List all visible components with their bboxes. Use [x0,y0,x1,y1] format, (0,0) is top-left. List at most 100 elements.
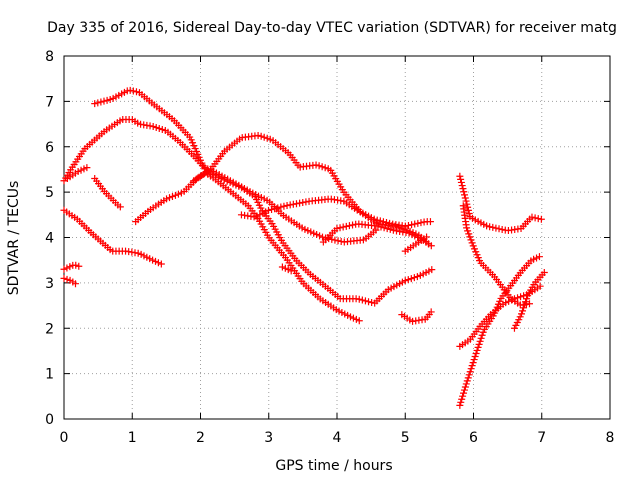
data-point [523,295,531,303]
data-point [374,222,382,230]
data-point [491,309,499,317]
series-s8 [132,131,432,248]
data-point [489,223,497,231]
data-point [331,236,339,244]
data-point [158,126,166,134]
data-point [75,262,83,270]
data-point [464,227,472,235]
data-point [461,191,469,199]
data-point [287,267,295,275]
data-point [71,280,79,288]
data-point [477,334,485,342]
series-s2 [63,164,91,183]
series-s6 [60,261,83,273]
data-point [473,251,481,259]
data-point [459,185,467,193]
data-point [260,133,268,141]
data-point [401,277,409,285]
series-s9 [190,168,436,307]
data-point [365,298,373,306]
data-point [97,98,105,106]
data-point [537,215,545,223]
x-tick-label: 2 [196,430,205,446]
data-point [472,349,480,357]
data-point [464,374,472,382]
data-point [116,203,124,211]
data-point [274,204,282,212]
y-tick-label: 7 [45,94,54,110]
data-point [457,398,465,406]
data-point [271,205,279,213]
series-s19 [510,268,548,332]
data-point [522,298,530,306]
data-point [427,308,435,316]
data-point [370,215,378,223]
data-point [459,392,467,400]
y-tick-label: 0 [45,412,54,428]
data-point [358,296,366,304]
data-point [386,219,394,227]
x-tick-label: 5 [401,430,410,446]
data-point [149,122,157,130]
series-s18 [456,253,543,409]
data-point [461,194,469,202]
data-point [466,233,474,241]
data-point [404,276,412,284]
data-point [342,222,350,230]
data-point [129,87,137,95]
data-point [456,401,464,409]
data-point [132,88,140,96]
series-s10 [237,195,434,230]
data-point [413,273,421,281]
data-point [458,182,466,190]
x-tick-label: 8 [606,430,615,446]
y-tick-label: 2 [45,321,54,337]
x-axis-label: GPS time / hours [275,458,392,474]
data-point [165,194,173,202]
y-tick-label: 1 [45,367,54,383]
data-point [72,261,80,269]
data-point [476,337,484,345]
data-point [463,377,471,385]
data-point [461,383,469,391]
data-point [163,195,171,203]
data-point [63,275,71,283]
data-point [458,395,466,403]
data-point [414,219,422,227]
data-point [462,380,470,388]
data-point [268,206,276,214]
data-point [518,310,526,318]
data-point [427,242,435,250]
data-point [460,389,468,397]
data-point [493,303,501,311]
data-point [457,178,465,186]
data-point [498,225,506,233]
data-point [404,221,412,229]
data-point [535,253,543,261]
series-s15 [456,172,545,235]
data-point [470,356,478,364]
data-point [401,222,409,230]
data-point [467,236,475,244]
series-s17 [456,282,544,350]
data-point [423,233,431,241]
data-point [410,274,418,282]
data-point [408,221,416,229]
data-point [402,229,410,237]
data-point [333,224,341,232]
series-s1 [60,116,380,246]
data-point [361,297,369,305]
series-s7 [60,274,79,288]
data-point [373,216,381,224]
data-point [312,161,320,169]
data-point [379,218,387,226]
data-point [368,299,376,307]
x-tick-label: 3 [264,430,273,446]
data-point [91,100,99,108]
data-point [486,223,494,231]
series-s3 [91,86,363,325]
data-point [492,224,500,232]
series-s12 [401,233,431,255]
data-point [417,219,425,227]
